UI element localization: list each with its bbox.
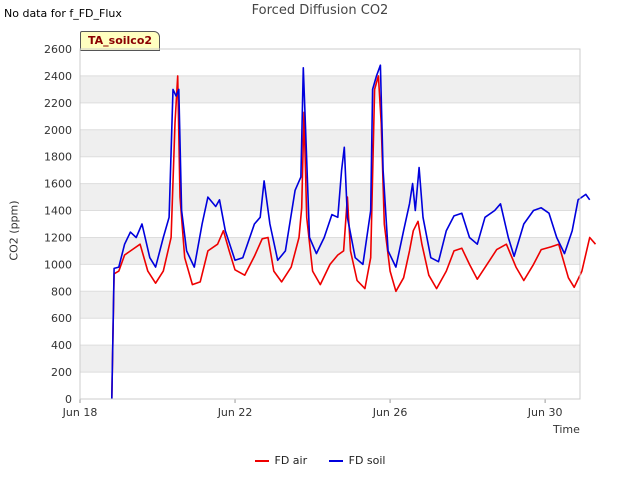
- y-tick-label: 1400: [44, 205, 72, 218]
- chart-title: Forced Diffusion CO2: [251, 3, 389, 18]
- y-tick-label: 1800: [44, 151, 72, 164]
- x-tick-label: Jun 18: [62, 406, 98, 419]
- legend-item-fd-soil: FD soil: [328, 454, 386, 467]
- y-tick-label: 600: [51, 312, 72, 325]
- x-tick-label: Jun 22: [217, 406, 253, 419]
- y-tick-label: 1600: [44, 178, 72, 191]
- legend: FD air FD soil: [0, 454, 640, 467]
- x-tick-label: Jun 30: [527, 406, 563, 419]
- y-tick-label: 2200: [44, 97, 72, 110]
- x-tick-label: Jun 26: [372, 406, 408, 419]
- grid-band: [80, 75, 580, 103]
- plot-frame: [79, 48, 581, 400]
- y-tick-label: 0: [65, 393, 72, 406]
- grid-band: [80, 237, 580, 265]
- y-tick-label: 1200: [44, 231, 72, 244]
- y-tick-label: 800: [51, 285, 72, 298]
- legend-swatch-fd-soil: [328, 460, 343, 462]
- legend-item-fd-air: FD air: [254, 454, 308, 467]
- y-tick-label: 200: [51, 366, 72, 379]
- y-tick-label: 2400: [44, 70, 72, 83]
- y-tick-label: 2600: [44, 43, 72, 56]
- y-tick-label: 400: [51, 339, 72, 352]
- x-axis-label: Time: [553, 423, 580, 436]
- legend-swatch-fd-air: [254, 460, 269, 462]
- grid-band: [80, 129, 580, 157]
- series-line-fd-soil: [111, 64, 591, 400]
- grid-band: [80, 291, 580, 319]
- y-tick-label: 1000: [44, 258, 72, 271]
- legend-label-fd-soil: FD soil: [348, 454, 386, 467]
- y-tick-label: 2000: [44, 124, 72, 137]
- legend-label-fd-air: FD air: [274, 454, 308, 467]
- site-badge: TA_soilco2: [80, 31, 161, 51]
- grid-band: [80, 183, 580, 211]
- no-data-notice: No data for f_FD_Flux: [4, 7, 122, 20]
- grid-band: [80, 345, 580, 373]
